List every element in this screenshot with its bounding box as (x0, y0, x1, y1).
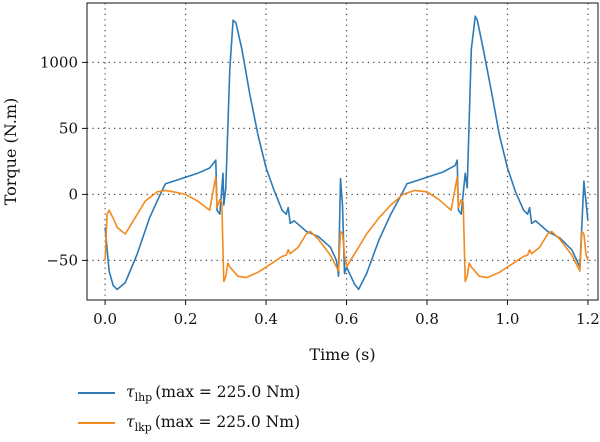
grid (87, 3, 598, 300)
legend: τlhp (max = 225.0 Nm) τlkp (max = 225.0 Nm… (78, 378, 498, 438)
series-line-lkp (104, 176, 589, 283)
plot-frame (86, 2, 599, 301)
series-line-lhp (104, 15, 589, 291)
x-tick-label: 0.2 (174, 310, 198, 328)
legend-label-lkp: τlkp (max = 225.0 Nm) (126, 412, 300, 434)
legend-label-lhp: τlhp (max = 225.0 Nm) (126, 382, 301, 404)
y-axis-label: Torque (N.m) (1, 98, 20, 206)
y-tick-label: −50 (46, 251, 78, 269)
series-group (104, 15, 589, 291)
legend-item-lhp: τlhp (max = 225.0 Nm) (78, 378, 498, 408)
y-tick-label: 0 (68, 185, 78, 203)
x-tick-label: 1.2 (576, 310, 600, 328)
x-tick-label: 0.6 (335, 310, 359, 328)
legend-swatch-lkp (78, 422, 115, 424)
x-tick-label: 0.8 (415, 310, 439, 328)
legend-item-lkp: τlkp (max = 225.0 Nm) (78, 408, 498, 438)
x-tick-label: 1.0 (496, 310, 520, 328)
x-tick-label: 0.0 (93, 310, 117, 328)
ticks: 0.0 0.2 0.4 0.6 0.8 1.0 1.2 −50 0 50 1000 (40, 53, 600, 328)
x-axis-label: Time (s) (309, 345, 375, 364)
legend-swatch-lhp (78, 392, 115, 394)
x-tick-label: 0.4 (254, 310, 278, 328)
y-tick-label: 1000 (40, 53, 78, 71)
y-tick-label: 50 (59, 119, 78, 137)
